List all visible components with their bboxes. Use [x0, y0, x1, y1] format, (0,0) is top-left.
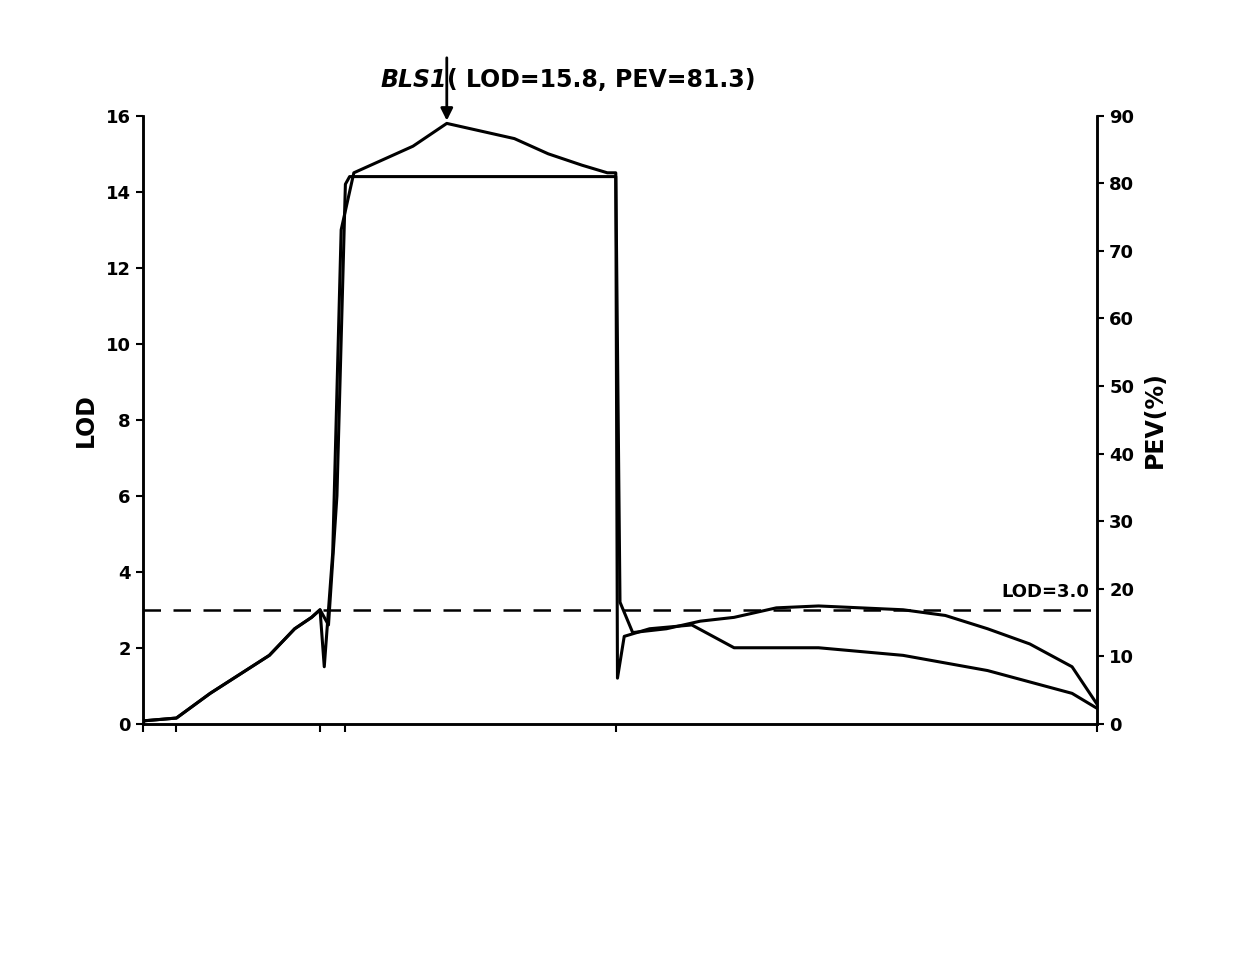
- Text: BLS1: BLS1: [381, 68, 446, 92]
- Y-axis label: PEV(%): PEV(%): [1143, 372, 1167, 468]
- Text: LOD=3.0: LOD=3.0: [1001, 584, 1089, 601]
- Y-axis label: LOD: LOD: [73, 393, 98, 447]
- Text: ( LOD=15.8, PEV=81.3): ( LOD=15.8, PEV=81.3): [446, 68, 755, 92]
